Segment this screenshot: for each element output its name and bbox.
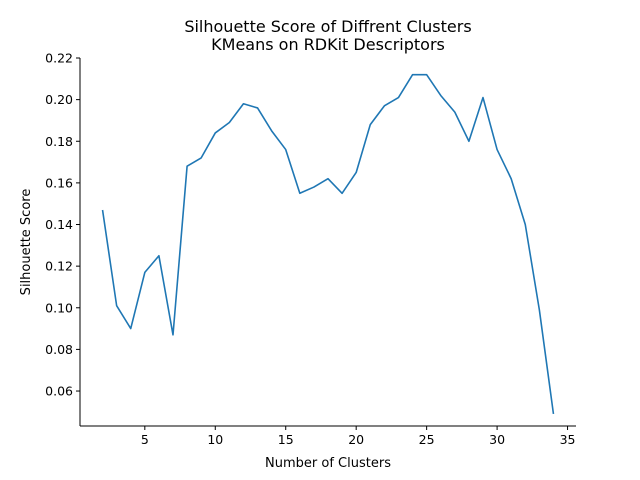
y-axis-label: Silhouette Score [19,189,34,296]
y-tick-label: 0.22 [45,51,73,66]
x-tick-label: 10 [207,432,223,447]
chart-subtitle: KMeans on RDKit Descriptors [211,35,445,54]
y-tick-label: 0.14 [45,217,73,232]
y-tick-label: 0.18 [45,134,73,149]
y-tick-label: 0.08 [45,342,73,357]
data-series [101,73,555,415]
x-tick-label: 25 [419,432,435,447]
chart-title: Silhouette Score of Diffrent Clusters [184,17,471,36]
x-tick-label: 20 [348,432,364,447]
y-tick-label: 0.12 [45,259,73,274]
series-line [101,73,555,415]
x-tick-label: 35 [560,432,576,447]
axis-ticks: 5 10 15 20 25 30 35 0.06 0.08 0.10 0.12 0.14 0.16 0.1… [45,51,575,448]
x-axis-label: Number of Clusters [265,456,391,471]
y-tick-label: 0.16 [45,175,73,190]
x-tick-label: 5 [141,432,149,447]
x-tick-label: 30 [489,432,505,447]
y-tick-label: 0.20 [45,92,73,107]
x-tick-label: 15 [278,432,294,447]
y-tick-label: 0.10 [45,300,73,315]
y-tick-label: 0.06 [45,384,73,399]
